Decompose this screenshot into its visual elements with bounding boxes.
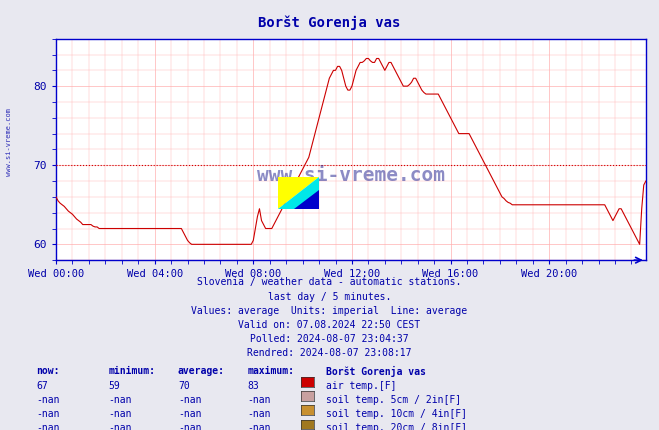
Text: minimum:: minimum: <box>109 366 156 376</box>
Text: www.si-vreme.com: www.si-vreme.com <box>5 108 12 176</box>
Polygon shape <box>278 177 319 209</box>
Text: Rendred: 2024-08-07 23:08:17: Rendred: 2024-08-07 23:08:17 <box>247 348 412 358</box>
Text: Values: average  Units: imperial  Line: average: Values: average Units: imperial Line: av… <box>191 306 468 316</box>
Text: soil temp. 20cm / 8in[F]: soil temp. 20cm / 8in[F] <box>326 423 467 430</box>
Text: 70: 70 <box>178 381 190 390</box>
Text: maximum:: maximum: <box>247 366 294 376</box>
Text: -nan: -nan <box>109 409 132 419</box>
Text: www.si-vreme.com: www.si-vreme.com <box>257 166 445 185</box>
Text: Slovenia / weather data - automatic stations.: Slovenia / weather data - automatic stat… <box>197 277 462 287</box>
Text: Valid on: 07.08.2024 22:50 CEST: Valid on: 07.08.2024 22:50 CEST <box>239 320 420 330</box>
Text: -nan: -nan <box>178 409 202 419</box>
Text: -nan: -nan <box>36 409 60 419</box>
Text: Polled: 2024-08-07 23:04:37: Polled: 2024-08-07 23:04:37 <box>250 334 409 344</box>
Text: -nan: -nan <box>178 423 202 430</box>
Text: -nan: -nan <box>247 423 271 430</box>
Polygon shape <box>278 177 319 209</box>
Text: average:: average: <box>178 366 225 376</box>
Text: Boršt Gorenja vas: Boršt Gorenja vas <box>258 15 401 30</box>
Text: soil temp. 10cm / 4in[F]: soil temp. 10cm / 4in[F] <box>326 409 467 419</box>
Text: Boršt Gorenja vas: Boršt Gorenja vas <box>326 366 426 378</box>
Text: last day / 5 minutes.: last day / 5 minutes. <box>268 292 391 301</box>
Text: -nan: -nan <box>247 395 271 405</box>
Polygon shape <box>295 190 319 209</box>
Text: -nan: -nan <box>109 423 132 430</box>
Text: 59: 59 <box>109 381 121 390</box>
Text: air temp.[F]: air temp.[F] <box>326 381 397 390</box>
Text: -nan: -nan <box>178 395 202 405</box>
Text: -nan: -nan <box>109 395 132 405</box>
Text: soil temp. 5cm / 2in[F]: soil temp. 5cm / 2in[F] <box>326 395 461 405</box>
Text: 67: 67 <box>36 381 48 390</box>
Text: -nan: -nan <box>247 409 271 419</box>
Text: -nan: -nan <box>36 423 60 430</box>
Text: now:: now: <box>36 366 60 376</box>
Text: -nan: -nan <box>36 395 60 405</box>
Text: 83: 83 <box>247 381 259 390</box>
